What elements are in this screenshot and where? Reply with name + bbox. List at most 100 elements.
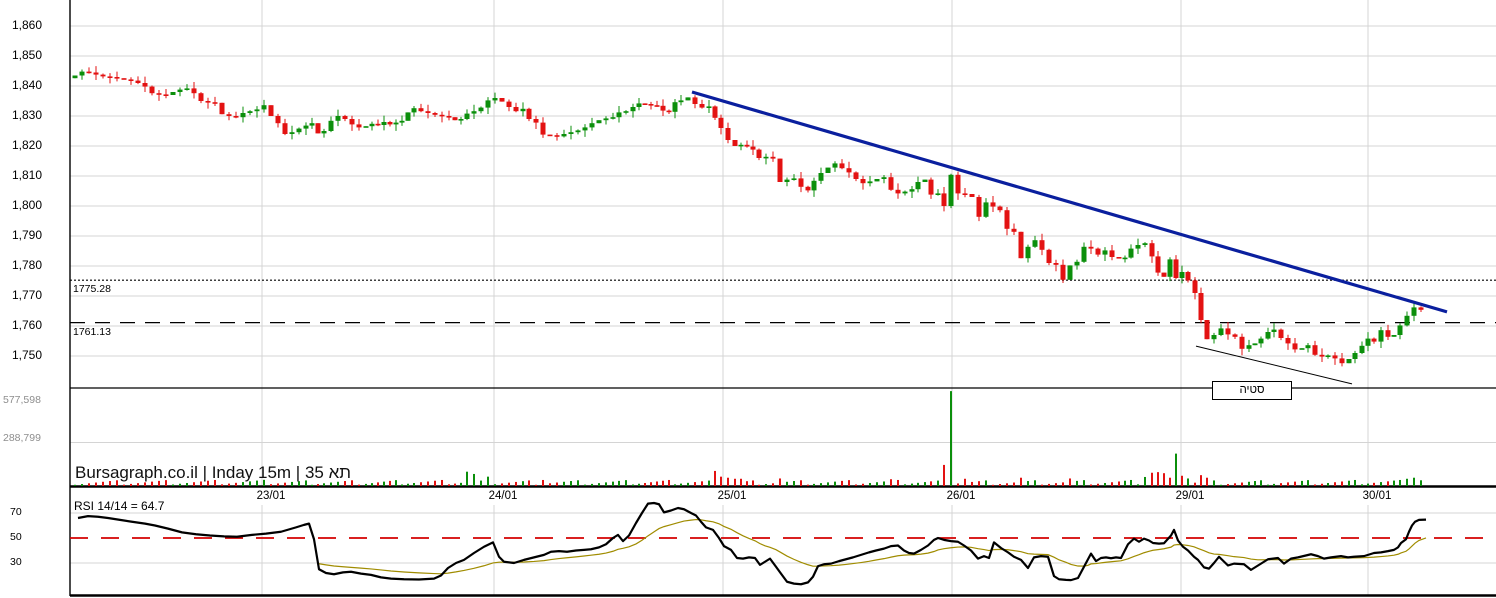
candle-body [520, 108, 526, 112]
candle-body [811, 180, 817, 191]
candle-body [1265, 332, 1271, 339]
volume-bar [1234, 483, 1236, 486]
candle-body [784, 179, 790, 182]
candle-body [1018, 231, 1024, 259]
volume-bar [1041, 484, 1043, 486]
volume-bar [1206, 477, 1208, 486]
rsi-axis-label: 70 [10, 506, 22, 518]
candle-body [526, 108, 532, 119]
candle-body [1109, 250, 1115, 257]
candle-body [561, 134, 567, 137]
candle-body [275, 116, 281, 124]
gridlines [70, 0, 1496, 595]
candle-body [948, 174, 954, 206]
volume-bar [214, 479, 216, 486]
candle-body [464, 113, 470, 119]
volume-bar [377, 482, 379, 486]
candle-body [1299, 348, 1305, 350]
volume-bar [924, 482, 926, 486]
volume-bar [221, 484, 223, 486]
volume-bar [144, 482, 146, 486]
volume-bar [978, 481, 980, 486]
volume-bar [434, 480, 436, 486]
candle-body [268, 105, 274, 116]
volume-bar [971, 481, 973, 486]
candle-body [205, 101, 211, 103]
candle-body [846, 168, 852, 173]
candle-body [603, 118, 609, 121]
candle-body [1332, 355, 1338, 359]
volume-bar [668, 479, 670, 486]
volume-bar [1163, 473, 1165, 486]
candle-body [1218, 328, 1224, 335]
candle-body [1285, 338, 1291, 344]
rsi-signal-line [318, 518, 1427, 575]
price-axis-label: 1,750 [12, 348, 43, 362]
volume-bar [570, 481, 572, 486]
volume-bar [1367, 483, 1369, 486]
volume-bar [1420, 480, 1422, 486]
volume-bar [109, 481, 111, 486]
volume-bar [1254, 481, 1256, 486]
volume-bar [612, 481, 614, 486]
date-axis-label: 23/01 [256, 490, 286, 502]
candle-body [121, 78, 127, 80]
volume-bar [1069, 478, 1071, 486]
candle-body [575, 130, 581, 133]
candle-body [303, 125, 309, 129]
volume-bar [284, 482, 286, 486]
candle-body [1074, 261, 1080, 266]
volume-bar [740, 478, 742, 486]
candle-body [1346, 359, 1352, 364]
candle-body [770, 156, 776, 159]
candle-body [738, 144, 744, 147]
volume-bar [1144, 476, 1146, 486]
volume-bar [466, 471, 468, 486]
candle-body [499, 98, 505, 102]
candle-body [888, 177, 894, 190]
volume-bar [1301, 480, 1303, 486]
candle-body [922, 179, 928, 182]
candle-body [630, 107, 636, 112]
candle-body [1155, 256, 1161, 273]
volume-bar [772, 483, 774, 486]
volume-bar [1137, 484, 1139, 486]
volume-bar [330, 482, 332, 486]
volume-bar [1294, 481, 1296, 486]
volume-bar [746, 481, 748, 486]
candle-body [72, 75, 78, 79]
level-label-support: 1761.13 [73, 326, 111, 338]
volume-bar [855, 484, 857, 486]
candle-body [219, 102, 225, 115]
volume-bar [943, 464, 945, 486]
volume-bar [1260, 480, 1262, 486]
price-axis-label: 1,850 [12, 48, 43, 62]
volume-bar [1200, 475, 1202, 486]
candle-body [1418, 307, 1424, 310]
volume-bar [1169, 477, 1171, 486]
candle-body [881, 177, 887, 179]
volume-bar [917, 482, 919, 486]
volume-bar [358, 484, 360, 486]
volume-bar [662, 480, 664, 486]
volume-bar [528, 480, 530, 486]
volume-bar [937, 480, 939, 486]
volume-bar [74, 484, 76, 486]
volume-bar [487, 476, 489, 486]
candle-body [1128, 248, 1134, 258]
volume-bar [950, 391, 952, 486]
candle-body [692, 97, 698, 104]
candle-body [654, 105, 660, 107]
volume-bar [563, 481, 565, 486]
volume-bar [413, 482, 415, 486]
candle-body [685, 97, 691, 101]
candle-body [471, 111, 477, 114]
volume-bar [460, 482, 462, 486]
candle-body [254, 109, 260, 112]
candle-body [1359, 345, 1365, 353]
volume-bar [1118, 481, 1120, 486]
candle-body [895, 189, 901, 194]
volume-bar [779, 478, 781, 486]
candle-body [381, 122, 387, 125]
rsi-line [77, 501, 1427, 586]
